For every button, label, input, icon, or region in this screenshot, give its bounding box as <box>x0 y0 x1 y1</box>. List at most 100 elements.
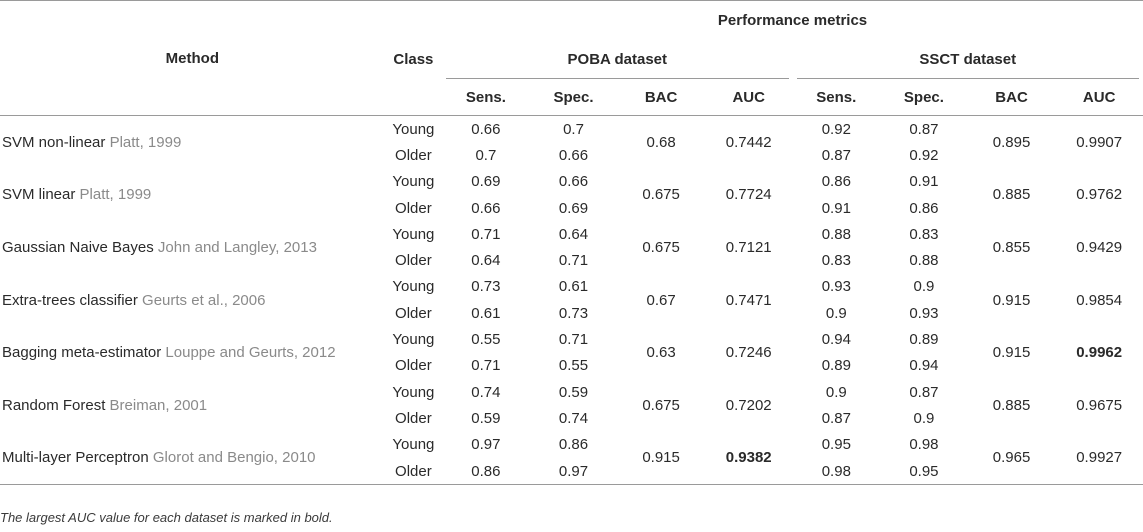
ssct-spec-cell: 0.9 <box>913 409 935 427</box>
ssct-auc-cell: 0.9675 <box>1076 396 1123 414</box>
class-label: Older <box>395 304 432 322</box>
ssct-auc-cell: 0.9927 <box>1076 449 1123 467</box>
ssct-bac-cell: 0.895 <box>992 133 1031 151</box>
table-body: SVM non-linear Platt, 1999 Young 0.66 0.7 0.… <box>0 116 1143 485</box>
class-label: Young <box>392 383 435 401</box>
poba-bac-cell: 0.675 <box>642 238 680 256</box>
ssct-sens-cell: 0.93 <box>821 278 851 296</box>
ssct-bac-cell: 0.915 <box>992 344 1031 362</box>
class-label: Young <box>392 120 435 138</box>
poba-sens-cell: 0.7 <box>475 146 497 164</box>
poba-spec-cell: 0.86 <box>558 436 589 454</box>
table-row: Extra-trees classifier Geurts et al., 20… <box>0 274 1143 308</box>
ssct-auc-cell: 0.9429 <box>1076 238 1123 256</box>
ssct-sens-cell: 0.95 <box>821 436 851 454</box>
poba-bac-cell: 0.63 <box>646 344 676 362</box>
ssct-sens-cell: 0.94 <box>821 331 851 349</box>
ssct-bac-cell: 0.915 <box>992 291 1031 309</box>
method-cell: Random Forest Breiman, 2001 <box>0 379 385 432</box>
poba-spec-cell: 0.66 <box>558 173 589 191</box>
class-label: Young <box>392 278 435 296</box>
header-performance-metrics: Performance metrics <box>717 11 868 29</box>
class-label: Older <box>395 252 432 270</box>
class-label: Older <box>395 146 432 164</box>
ssct-spec-cell: 0.9 <box>913 278 935 296</box>
table-row: Random Forest Breiman, 2001 Young 0.74 0.59… <box>0 379 1143 414</box>
ssct-auc-cell: 0.9762 <box>1076 186 1123 204</box>
method-citation: Glorot and Bengio, 2010 <box>152 449 316 467</box>
poba-sens-cell: 0.71 <box>471 357 501 375</box>
poba-auc-cell: 0.7121 <box>725 238 772 256</box>
table-row: Older 0.71 0.55 0.89 0.94 <box>0 353 1143 379</box>
poba-sens-cell: 0.59 <box>471 409 501 427</box>
ssct-spec-cell: 0.83 <box>909 225 939 243</box>
class-label: Young <box>392 436 435 454</box>
ssct-spec-cell: 0.89 <box>909 331 939 349</box>
ssct-spec-cell: 0.87 <box>909 383 939 401</box>
ssct-bac-cell: 0.855 <box>992 238 1031 256</box>
table-row: SVM linear Platt, 1999 Young 0.69 0.66 0.675… <box>0 169 1143 203</box>
column-header: AUC <box>732 88 765 106</box>
ssct-auc-cell: 0.9962 <box>1076 344 1123 362</box>
poba-spec-cell: 0.69 <box>558 199 589 217</box>
poba-sens-cell: 0.73 <box>471 278 501 296</box>
poba-spec-cell: 0.73 <box>558 304 589 322</box>
poba-bac-cell: 0.675 <box>642 186 680 204</box>
ssct-spec-cell: 0.86 <box>909 199 939 217</box>
ssct-sens-cell: 0.92 <box>821 120 851 138</box>
column-header: Spec. <box>903 88 944 106</box>
ssct-bac-cell: 0.885 <box>992 186 1031 204</box>
method-cell: Multi-layer Perceptron Glorot and Bengio… <box>0 432 385 485</box>
ssct-spec-cell: 0.93 <box>909 304 939 322</box>
poba-sens-cell: 0.66 <box>471 199 501 217</box>
column-header: AUC <box>1082 88 1116 106</box>
poba-spec-cell: 0.61 <box>558 278 589 296</box>
class-label: Older <box>395 462 432 480</box>
method-citation: John and Langley, 2013 <box>157 238 317 256</box>
ssct-bac-cell: 0.885 <box>992 396 1031 414</box>
class-label: Older <box>395 357 432 375</box>
header-poba-dataset: POBA dataset <box>442 39 792 79</box>
poba-auc-cell: 0.7471 <box>725 291 772 309</box>
method-name: Extra-trees classifier <box>2 291 138 309</box>
table-row: Older 0.86 0.97 0.98 0.95 <box>0 458 1143 485</box>
poba-sens-cell: 0.86 <box>471 462 501 480</box>
table-footnote: The largest AUC value for each dataset i… <box>0 510 333 525</box>
poba-bac-cell: 0.67 <box>646 291 676 309</box>
poba-sens-cell: 0.74 <box>471 383 501 401</box>
ssct-sens-cell: 0.91 <box>821 199 851 217</box>
poba-auc-cell: 0.9382 <box>725 449 772 467</box>
method-name: Bagging meta-estimator <box>2 344 162 362</box>
ssct-auc-cell: 0.9907 <box>1076 133 1123 151</box>
ssct-bac-cell: 0.965 <box>992 449 1031 467</box>
column-header: BAC <box>995 88 1028 106</box>
poba-spec-cell: 0.97 <box>558 462 589 480</box>
ssct-sens-cell: 0.83 <box>821 252 851 270</box>
ssct-sens-cell: 0.98 <box>821 462 851 480</box>
header-class: Class <box>384 39 443 116</box>
poba-bac-cell: 0.675 <box>642 396 680 414</box>
method-cell: SVM linear Platt, 1999 <box>0 169 385 222</box>
column-header: Sens. <box>816 88 857 106</box>
ssct-sens-cell: 0.89 <box>821 357 851 375</box>
poba-spec-cell: 0.71 <box>558 331 589 349</box>
column-header: BAC <box>644 88 678 106</box>
method-name: Random Forest <box>2 396 106 414</box>
poba-sens-cell: 0.61 <box>471 304 501 322</box>
class-label: Older <box>395 409 432 427</box>
ssct-auc-cell: 0.9854 <box>1076 291 1123 309</box>
poba-spec-cell: 0.71 <box>558 252 589 270</box>
ssct-sens-cell: 0.9 <box>825 304 847 322</box>
ssct-spec-cell: 0.94 <box>909 357 939 375</box>
method-citation: Geurts et al., 2006 <box>142 291 266 309</box>
poba-sens-cell: 0.71 <box>471 225 501 243</box>
table-row: Older 0.59 0.74 0.87 0.9 <box>0 405 1143 431</box>
ssct-spec-cell: 0.88 <box>909 252 939 270</box>
table-row: Older 0.64 0.71 0.83 0.88 <box>0 247 1143 273</box>
ssct-sens-cell: 0.9 <box>825 383 847 401</box>
poba-spec-cell: 0.66 <box>558 146 589 164</box>
ssct-sens-cell: 0.87 <box>821 146 851 164</box>
table-row: Older 0.66 0.69 0.91 0.86 <box>0 195 1143 221</box>
method-name: Multi-layer Perceptron <box>2 449 149 467</box>
header-method: Method <box>0 0 385 116</box>
